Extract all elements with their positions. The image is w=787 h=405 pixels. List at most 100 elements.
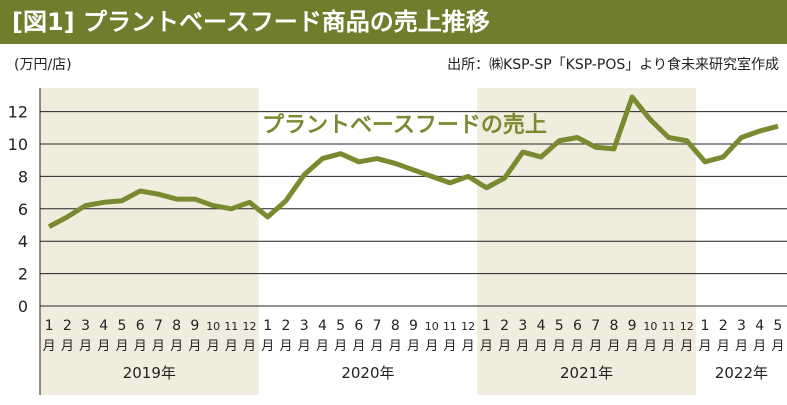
y-tick-label: 6: [18, 200, 28, 219]
x-tick-label: 1: [263, 318, 272, 334]
x-tick-label: 12: [243, 320, 257, 333]
data-point: [176, 198, 178, 200]
x-tick-unit: 月: [207, 339, 220, 354]
x-tick-unit: 月: [462, 339, 475, 354]
x-tick-label: 7: [154, 318, 163, 334]
data-point: [740, 137, 742, 139]
data-point: [321, 158, 323, 160]
x-tick-label: 2: [63, 318, 72, 334]
x-tick-unit: 月: [753, 339, 766, 354]
x-tick-unit: 月: [61, 339, 74, 354]
data-point: [376, 158, 378, 160]
x-tick-label: 1: [45, 318, 54, 334]
x-tick-label: 11: [662, 320, 676, 333]
x-tick-label: 5: [555, 318, 564, 334]
x-tick-unit: 月: [225, 339, 238, 354]
x-tick-unit: 月: [607, 339, 620, 354]
x-tick-label: 3: [518, 318, 527, 334]
x-tick-label: 9: [409, 318, 418, 334]
y-tick-label: 2: [18, 265, 28, 284]
chart-title: [図1] プラントベースフード商品の売上推移: [0, 0, 787, 44]
y-axis-unit: (万円/店): [14, 57, 72, 73]
x-tick-unit: 月: [279, 339, 292, 354]
data-point: [485, 187, 487, 189]
data-point: [139, 190, 141, 192]
x-tick-label: 10: [643, 320, 657, 333]
source-note: 出所：㈱KSP-SP「KSP-POS」より食未来研究室作成: [447, 57, 779, 73]
x-tick-label: 2: [282, 318, 291, 334]
y-tick-label: 4: [18, 232, 28, 251]
x-tick-unit: 月: [443, 339, 456, 354]
x-tick-unit: 月: [43, 339, 56, 354]
data-point: [267, 216, 269, 218]
data-point: [303, 174, 305, 176]
data-point: [759, 130, 761, 132]
x-tick-unit: 月: [407, 339, 420, 354]
x-tick-unit: 月: [79, 339, 92, 354]
data-point: [540, 156, 542, 158]
x-tick-label: 10: [206, 320, 220, 333]
y-tick-label: 10: [8, 135, 28, 154]
x-tick-unit: 月: [480, 339, 493, 354]
x-tick-label: 7: [373, 318, 382, 334]
x-tick-label: 5: [118, 318, 127, 334]
data-point: [467, 175, 469, 177]
x-tick-label: 8: [391, 318, 400, 334]
x-tick-unit: 月: [134, 339, 147, 354]
x-tick-label: 2: [719, 318, 728, 334]
x-tick-label: 1: [482, 318, 491, 334]
x-tick-label: 9: [628, 318, 637, 334]
x-tick-label: 4: [755, 318, 764, 334]
x-tick-unit: 月: [680, 339, 693, 354]
x-tick-label: 5: [773, 318, 782, 334]
x-tick-unit: 月: [261, 339, 274, 354]
x-tick-unit: 月: [97, 339, 110, 354]
data-point: [212, 205, 214, 207]
x-tick-label: 12: [461, 320, 475, 333]
x-tick-label: 6: [573, 318, 582, 334]
data-point: [522, 151, 524, 153]
data-point: [358, 161, 360, 163]
data-point: [340, 153, 342, 155]
data-point: [121, 200, 123, 202]
x-tick-unit: 月: [771, 339, 784, 354]
x-tick-unit: 月: [188, 339, 201, 354]
x-tick-label: 9: [190, 318, 199, 334]
x-tick-label: 4: [318, 318, 327, 334]
data-point: [595, 146, 597, 148]
data-point: [504, 177, 506, 179]
x-tick-unit: 月: [699, 339, 712, 354]
x-tick-label: 5: [336, 318, 345, 334]
x-tick-unit: 月: [735, 339, 748, 354]
data-point: [249, 201, 251, 203]
data-point: [686, 140, 688, 142]
x-tick-unit: 月: [516, 339, 529, 354]
x-tick-label: 2: [500, 318, 509, 334]
x-tick-label: 11: [224, 320, 238, 333]
y-tick-label: 8: [18, 167, 28, 186]
x-tick-unit: 月: [644, 339, 657, 354]
x-tick-unit: 月: [243, 339, 256, 354]
x-tick-label: 4: [99, 318, 108, 334]
data-point: [157, 193, 159, 195]
x-tick-label: 7: [591, 318, 600, 334]
x-tick-unit: 月: [298, 339, 311, 354]
x-tick-unit: 月: [553, 339, 566, 354]
x-tick-unit: 月: [334, 339, 347, 354]
y-tick-label: 12: [8, 103, 28, 122]
x-tick-label: 8: [172, 318, 181, 334]
year-label: 2020年: [341, 364, 394, 382]
data-point: [576, 137, 578, 139]
x-tick-unit: 月: [717, 339, 730, 354]
x-tick-unit: 月: [316, 339, 329, 354]
data-point: [668, 137, 670, 139]
series-label: プラントベースフードの売上: [262, 112, 547, 138]
data-point: [449, 182, 451, 184]
x-tick-label: 1: [701, 318, 710, 334]
x-tick-label: 12: [680, 320, 694, 333]
data-point: [431, 175, 433, 177]
data-point: [558, 140, 560, 142]
data-point: [722, 156, 724, 158]
data-point: [285, 200, 287, 202]
